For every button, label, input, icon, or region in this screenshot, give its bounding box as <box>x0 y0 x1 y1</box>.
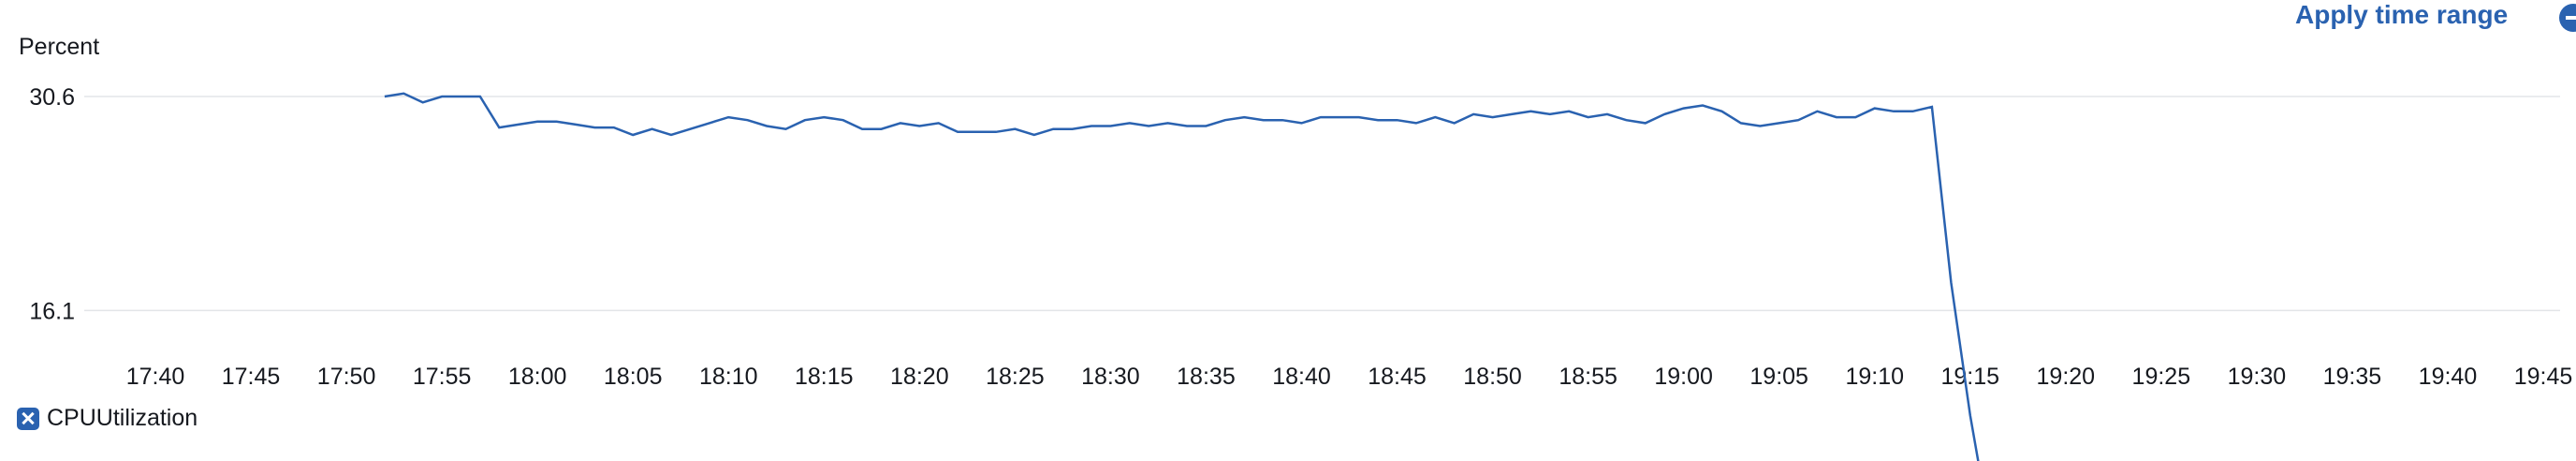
x-tick-label: 18:25 <box>986 364 1045 390</box>
x-tick-label: 18:40 <box>1272 364 1331 390</box>
x-tick-label: 17:45 <box>222 364 281 390</box>
x-tick-label: 19:45 <box>2514 364 2573 390</box>
x-tick-label: 19:00 <box>1654 364 1713 390</box>
x-tick-label: 19:35 <box>2323 364 2382 390</box>
y-tick-label: 16.1 <box>29 298 75 324</box>
legend-label: CPUUtilization <box>47 405 198 431</box>
x-tick-label: 18:30 <box>1081 364 1140 390</box>
x-tick-label: 19:10 <box>1845 364 1904 390</box>
close-icon[interactable] <box>17 407 39 430</box>
x-tick-label: 18:50 <box>1463 364 1522 390</box>
x-tick-label: 17:40 <box>126 364 185 390</box>
y-axis-label: Percent <box>19 34 99 60</box>
x-tick-label: 19:15 <box>1940 364 1999 390</box>
apply-time-range-button[interactable]: Apply time range <box>2295 0 2509 29</box>
x-tick-label: 18:35 <box>1177 364 1236 390</box>
x-tick-label: 18:05 <box>604 364 663 390</box>
series-line-cpu <box>384 92 1980 461</box>
x-tick-label: 18:55 <box>1559 364 1617 390</box>
x-tick-label: 19:40 <box>2419 364 2478 390</box>
x-tick-label: 18:15 <box>795 364 854 390</box>
y-ticks: 30.616.11.59 <box>29 84 75 324</box>
zoom-out-icon[interactable] <box>2559 4 2576 32</box>
x-tick-label: 18:10 <box>699 364 758 390</box>
x-tick-label: 18:45 <box>1368 364 1427 390</box>
y-tick-label: 30.6 <box>29 84 75 111</box>
x-tick-label: 19:30 <box>2228 364 2287 390</box>
x-tick-label: 19:20 <box>2037 364 2096 390</box>
x-tick-label: 17:50 <box>317 364 376 390</box>
x-tick-label: 18:20 <box>890 364 949 390</box>
x-tick-label: 19:25 <box>2132 364 2191 390</box>
x-tick-label: 19:05 <box>1749 364 1808 390</box>
gridlines <box>84 96 2560 312</box>
x-ticks: 17:40 17:45 17:50 17:55 18:00 18:05 18:10 18:15… <box>126 364 2573 390</box>
x-tick-label: 17:55 <box>413 364 472 390</box>
legend: CPUUtilization <box>17 405 198 432</box>
x-tick-label: 18:00 <box>508 364 567 390</box>
